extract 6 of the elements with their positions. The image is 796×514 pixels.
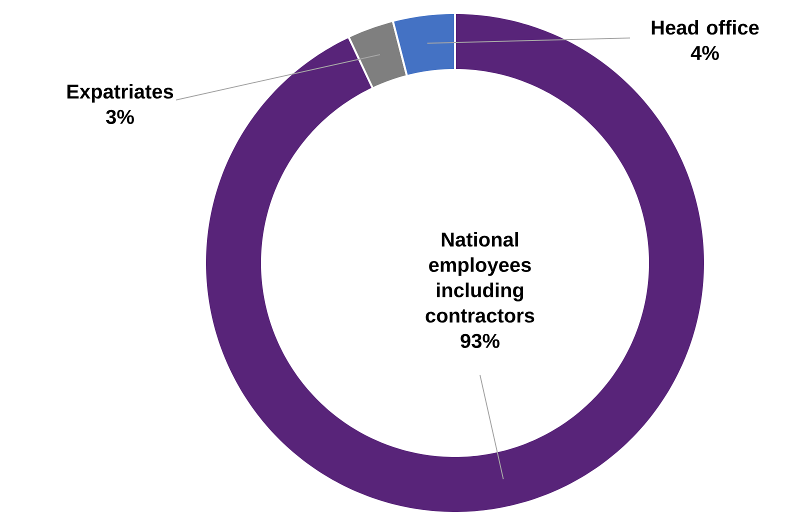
data-label: 3% [106,110,134,124]
slice-label: Head office [652,20,759,35]
data-label: 4% [690,46,719,60]
slice-label: Expatriates [67,84,174,103]
slice-label: National employees including contractors [426,232,534,323]
data-label: 93% [460,334,500,348]
